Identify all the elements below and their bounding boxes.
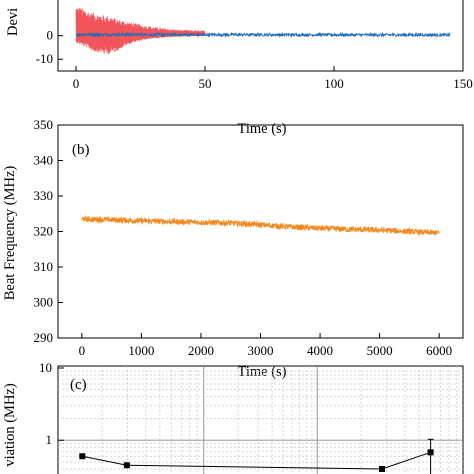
panel-b-series-group — [81, 214, 440, 237]
panel-c: 10 1 (c) viation (MHz) — [2, 360, 464, 474]
panel-c-series-line — [82, 451, 431, 470]
panel-a-x-tick-label: 100 — [324, 76, 344, 91]
panel-b-x-tick-label: 0 — [79, 343, 86, 358]
panel-c-grid — [58, 366, 463, 474]
panel-c-series-group — [79, 438, 434, 474]
panel-b-y-tick-label: 300 — [34, 295, 54, 310]
panel-c-ticks: 10 1 — [39, 360, 64, 447]
panel-a-x-tick-label: 50 — [199, 76, 212, 91]
panel-b-x-tick-label: 5000 — [367, 343, 393, 358]
panel-b-x-tick-label: 4000 — [307, 343, 333, 358]
panel-a-x-axis-label: Time (s) — [237, 121, 286, 137]
panel-c-label: (c) — [70, 377, 87, 393]
panel-b-x-tick-label: 6000 — [426, 343, 452, 358]
panel-b: 0 1000 2000 3000 4000 5000 6000 290 300 310 320 330… — [2, 117, 464, 380]
panel-b-x-axis-label: Time (s) — [237, 364, 286, 380]
panel-a-series-red-line — [75, 8, 206, 55]
panel-b-label: (b) — [72, 142, 90, 158]
panel-c-data-point — [123, 462, 130, 469]
panel-c-data-point — [79, 453, 86, 460]
panel-c-data-point — [379, 465, 385, 472]
panel-c-y-axis-label: viation (MHz) — [2, 383, 18, 467]
panel-b-y-tick-label: 310 — [34, 259, 54, 274]
panel-a-ticks: 0 50 100 150 0 -10 — [36, 28, 473, 91]
panel-a: 0 50 100 150 0 -10 Time (s) Devi — [5, 0, 473, 137]
panel-b-y-tick-label: 330 — [34, 188, 54, 203]
panel-b-y-axis-label: Beat Frequency (MHz) — [2, 166, 18, 301]
panel-c-y-tick-label: 1 — [46, 432, 53, 447]
panel-a-y-tick-label: 0 — [47, 28, 54, 43]
panel-b-x-tick-label: 1000 — [128, 343, 154, 358]
panel-a-series-blue-line — [75, 31, 451, 39]
panel-b-y-tick-label: 290 — [34, 330, 54, 345]
panel-a-series-group — [75, 8, 451, 55]
panel-a-y-axis-label: Devi — [5, 8, 21, 36]
panel-b-x-tick-label: 2000 — [188, 343, 214, 358]
panel-b-x-tick-label: 3000 — [248, 343, 274, 358]
panel-b-y-tick-label: 350 — [34, 117, 54, 132]
panel-a-x-tick-label: 150 — [453, 76, 473, 91]
panel-b-y-tick-label: 320 — [34, 224, 54, 239]
panel-a-y-tick-label: -10 — [36, 51, 53, 66]
panel-b-series-line — [81, 214, 440, 237]
panel-c-y-tick-label: 10 — [39, 360, 52, 375]
panel-a-plot-frame — [57, 0, 464, 72]
panel-b-y-tick-label: 340 — [34, 153, 54, 168]
panel-b-ticks: 0 1000 2000 3000 4000 5000 6000 290 300 310 320 330… — [34, 117, 453, 358]
panel-a-x-tick-label: 0 — [73, 76, 80, 91]
panel-c-data-point — [427, 449, 434, 456]
panel-c-plot-frame — [57, 365, 464, 474]
